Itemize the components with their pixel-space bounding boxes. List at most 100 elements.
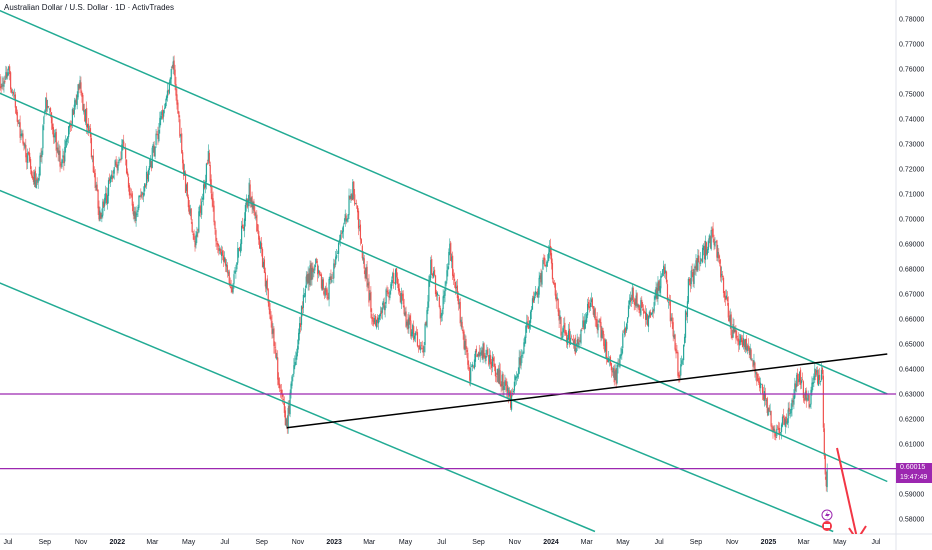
candle-body — [779, 427, 781, 435]
candle-body — [68, 124, 71, 128]
candle-body — [521, 354, 523, 357]
candle-body — [631, 287, 633, 300]
candle-body — [484, 355, 486, 359]
candle-body — [414, 335, 416, 339]
candle-body — [821, 367, 824, 374]
candle-body — [160, 115, 162, 119]
candle-body — [388, 296, 390, 298]
x-tick-label: May — [399, 539, 413, 546]
candle-body — [95, 185, 97, 188]
candle-body — [307, 274, 309, 284]
candle-body — [386, 291, 388, 293]
candle-body — [137, 206, 139, 213]
candle-body — [747, 345, 749, 349]
candle-body — [270, 316, 272, 321]
candle-body — [781, 416, 784, 427]
candle-body — [583, 320, 585, 330]
candle-body — [695, 260, 697, 270]
candle-body — [81, 92, 83, 97]
candle-body — [144, 183, 146, 192]
candle-body — [658, 280, 660, 291]
candle-body — [24, 144, 26, 148]
candle-body — [205, 163, 208, 183]
candle-body — [733, 326, 735, 333]
candle-body — [543, 257, 545, 261]
candle-body — [674, 334, 676, 350]
candle-body — [815, 370, 817, 375]
candle-body — [293, 365, 295, 374]
candle-body — [64, 146, 66, 162]
candle-body — [772, 426, 774, 433]
candle-body — [683, 344, 685, 361]
candle-body — [519, 357, 521, 365]
candle-body — [504, 380, 506, 386]
candle-body — [559, 315, 561, 320]
candle-body — [192, 233, 194, 236]
candle-body — [502, 373, 504, 391]
x-tick-label: 2022 — [110, 539, 126, 546]
candle-body — [464, 340, 466, 350]
candle-body — [702, 247, 704, 263]
candle-body — [577, 338, 579, 345]
candle-body — [215, 230, 217, 242]
candle-body — [580, 329, 582, 344]
candle-body — [134, 211, 136, 219]
candle-body — [419, 346, 421, 351]
candle-body — [665, 271, 668, 283]
candle-body — [537, 292, 539, 298]
candle-body — [317, 264, 319, 275]
candle-body — [383, 302, 385, 308]
y-tick-label: 0.58000 — [899, 517, 924, 524]
candle-body — [788, 407, 790, 412]
candle-body — [119, 158, 121, 161]
candle-body — [632, 287, 634, 299]
candle-body — [56, 147, 58, 149]
candle-body — [760, 383, 762, 389]
candle-body — [590, 299, 593, 303]
candle-body — [193, 233, 195, 241]
candle-body — [262, 261, 265, 268]
candle-body — [47, 105, 49, 108]
x-tick-label: Jul — [437, 539, 446, 546]
candle-body — [26, 155, 28, 163]
candle-body — [126, 171, 129, 176]
candle-body — [78, 84, 80, 90]
candle-body — [597, 324, 599, 331]
candle-body — [814, 368, 816, 377]
candle-body — [478, 351, 480, 356]
candle-body — [755, 372, 757, 375]
candle-body — [33, 172, 35, 185]
candle-body — [749, 347, 751, 356]
candle-body — [548, 246, 551, 253]
candle-body — [329, 276, 331, 281]
candle-body — [518, 357, 520, 374]
candle-body — [188, 205, 190, 215]
candle-body — [311, 268, 313, 280]
y-tick-label: 0.62000 — [899, 417, 924, 424]
candle-body — [799, 369, 802, 385]
candle-body — [454, 281, 457, 289]
candle-body — [456, 285, 458, 299]
candle-body — [214, 221, 216, 229]
candle-body — [767, 408, 769, 416]
y-tick-label: 0.66000 — [899, 317, 924, 324]
candle-body — [574, 337, 576, 354]
candle-body — [575, 348, 577, 353]
candle-body — [762, 394, 765, 400]
candle-body — [260, 243, 263, 250]
candle-body — [606, 358, 609, 363]
candle-body — [75, 100, 77, 103]
candle-body — [453, 278, 456, 281]
candle-body — [130, 194, 132, 196]
candle-body — [27, 152, 29, 163]
candle-body — [487, 348, 489, 354]
candle-body — [100, 212, 102, 219]
candle-body — [268, 300, 270, 310]
candle-body — [88, 130, 91, 132]
candle-body — [353, 181, 355, 195]
candle-body — [141, 191, 143, 195]
candle-body — [84, 109, 86, 122]
candle-body — [55, 132, 57, 151]
candle-body — [664, 267, 666, 274]
